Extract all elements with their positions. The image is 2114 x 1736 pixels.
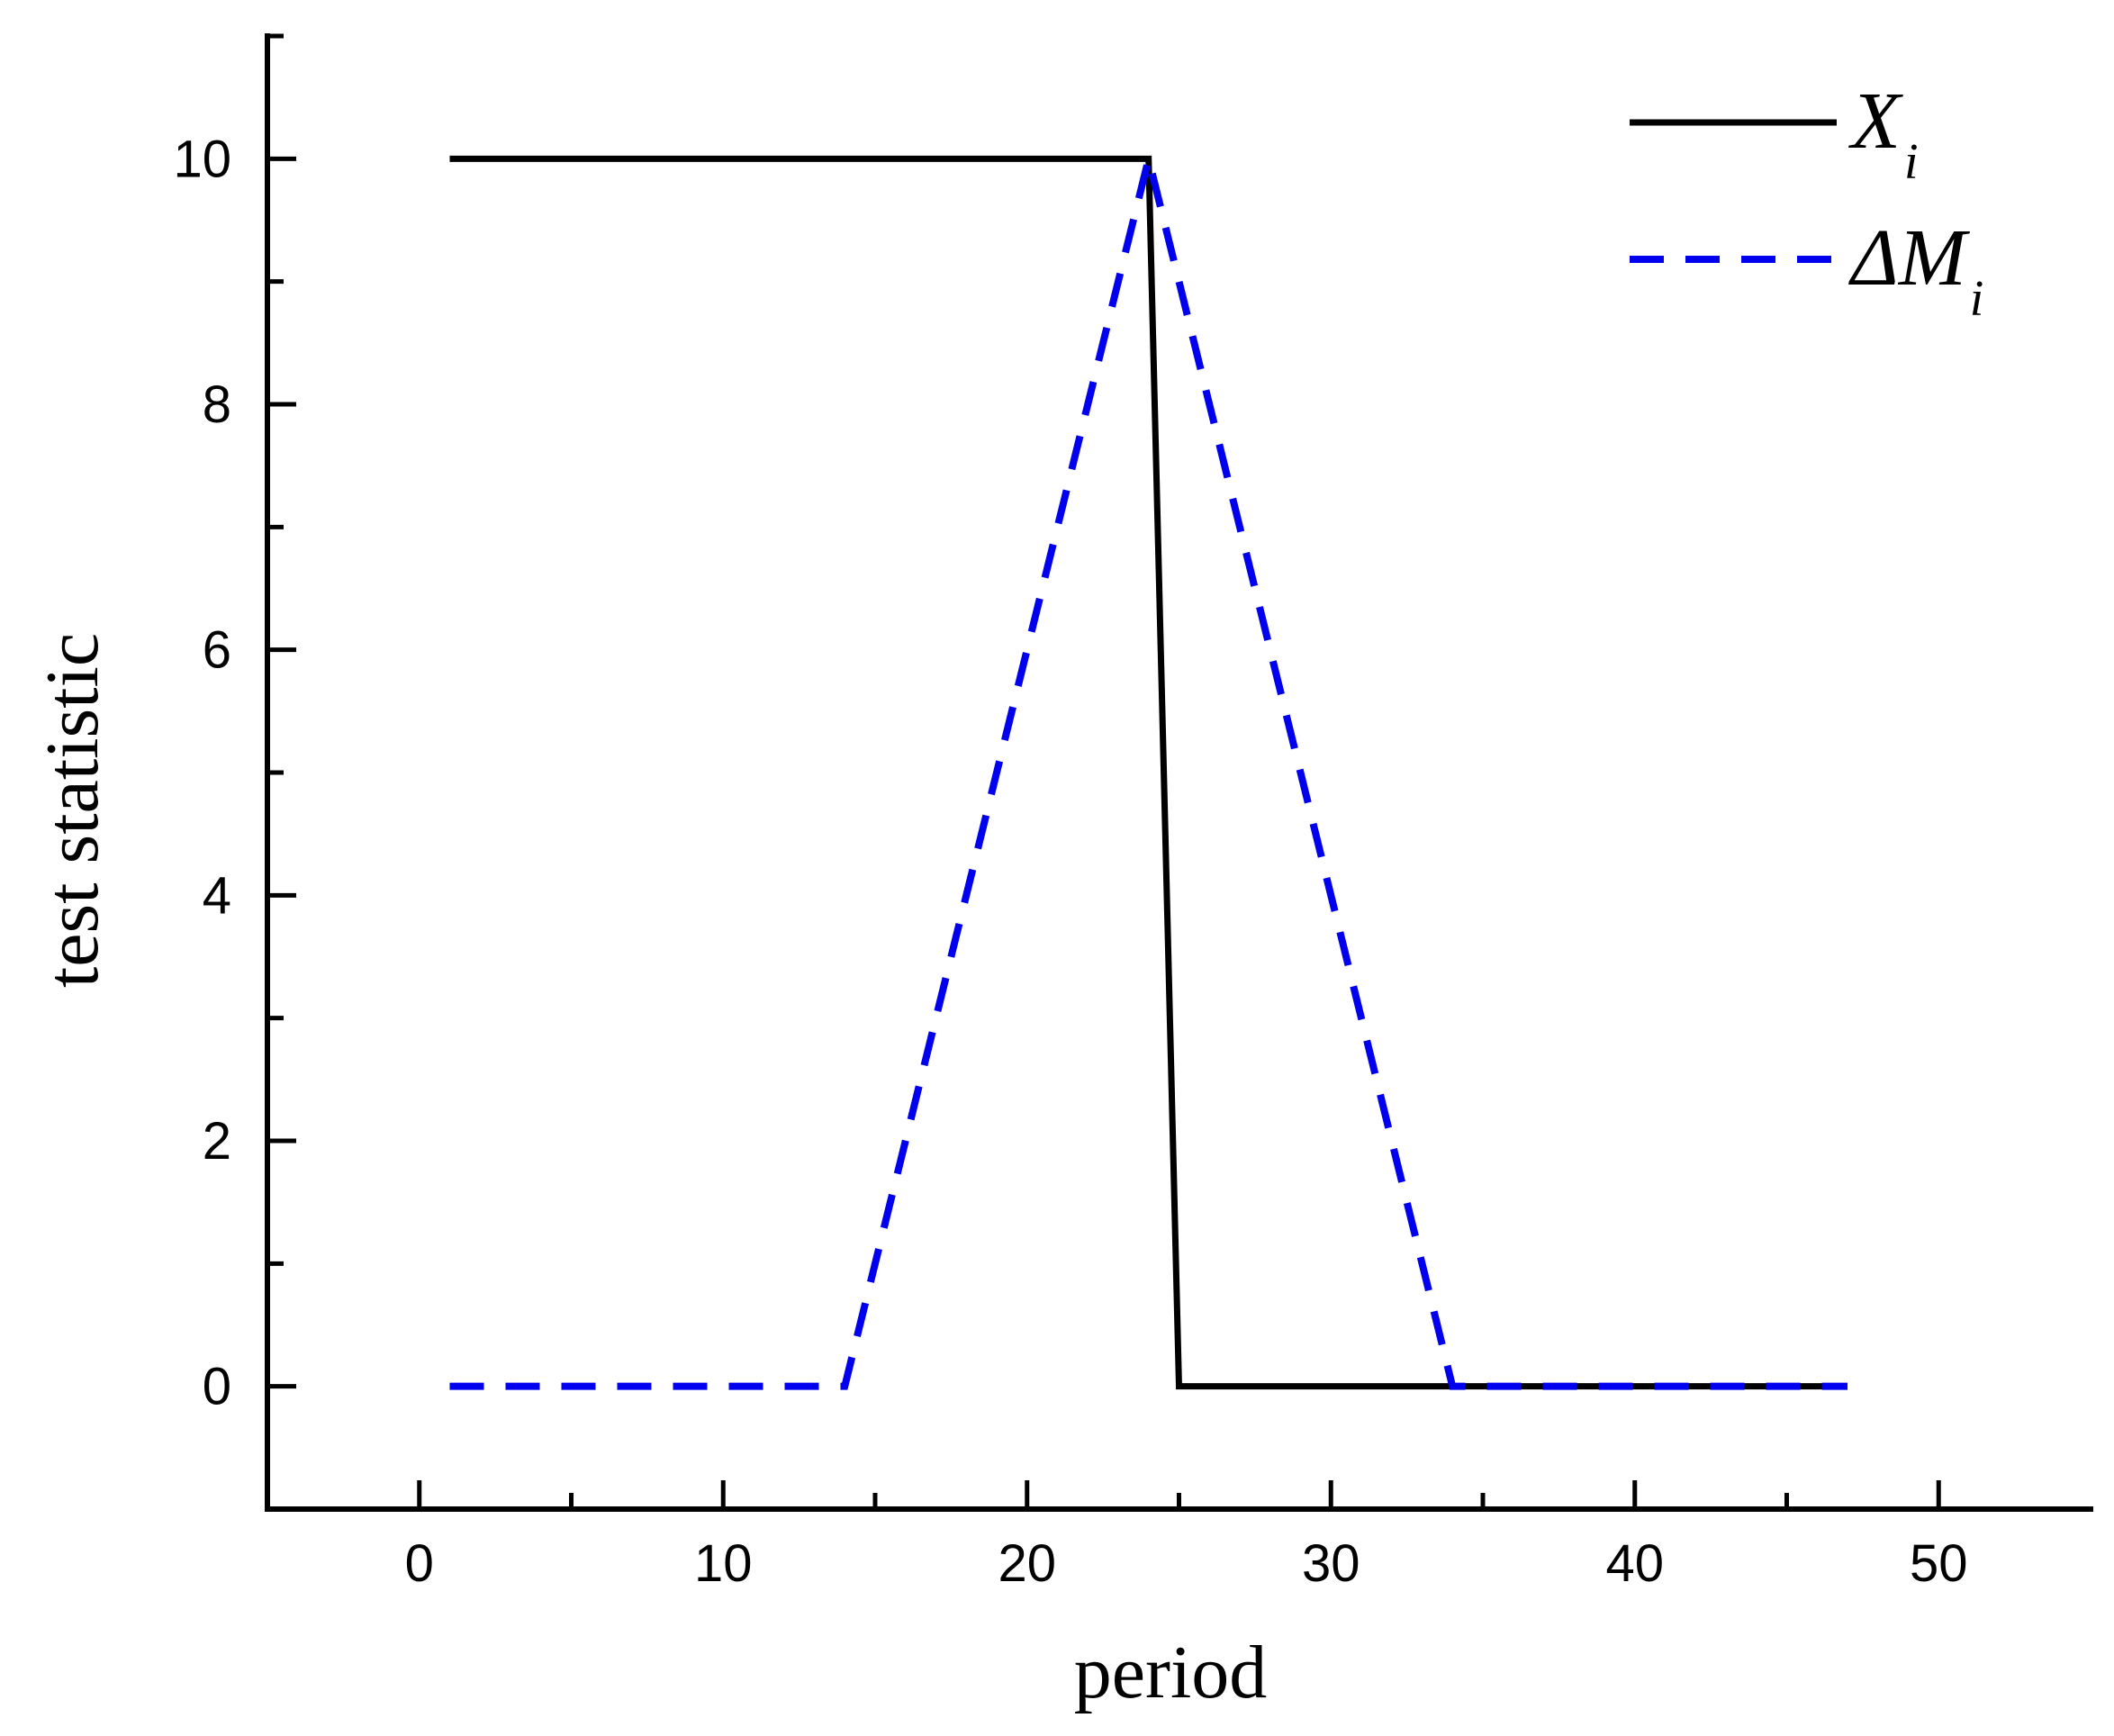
legend-subscript: i [1970, 271, 1984, 327]
x-axis-title: period [1074, 1631, 1268, 1714]
y-tick-label: 10 [173, 130, 231, 188]
y-tick-label: 0 [203, 1358, 231, 1416]
legend-name: X [1848, 77, 1903, 166]
legend-label-1: Xi [1848, 77, 1919, 190]
y-tick-label: 2 [203, 1112, 231, 1171]
x-tick-label: 40 [1605, 1534, 1664, 1593]
x-tick-label: 0 [405, 1534, 434, 1593]
y-tick-label: 4 [203, 866, 231, 925]
legend-name: ΔM [1848, 213, 1971, 303]
y-axis-title: test statistic [31, 633, 114, 988]
series-layer [449, 155, 1847, 1390]
series-line-2 [449, 158, 1847, 1390]
y-tick-label: 6 [203, 621, 231, 680]
x-tick-label: 10 [694, 1534, 753, 1593]
y-tick-label: 8 [203, 375, 231, 434]
legend-subscript: i [1904, 134, 1919, 190]
x-tick-label: 30 [1302, 1534, 1360, 1593]
x-tick-label: 20 [998, 1534, 1056, 1593]
series-line-1 [449, 155, 1847, 1390]
legend-label-2: ΔMi [1848, 213, 1983, 327]
x-tick-label: 50 [1910, 1534, 1968, 1593]
axes: 0 10 20 30 40 50 0 2 4 6 8 10 [173, 33, 2093, 1593]
